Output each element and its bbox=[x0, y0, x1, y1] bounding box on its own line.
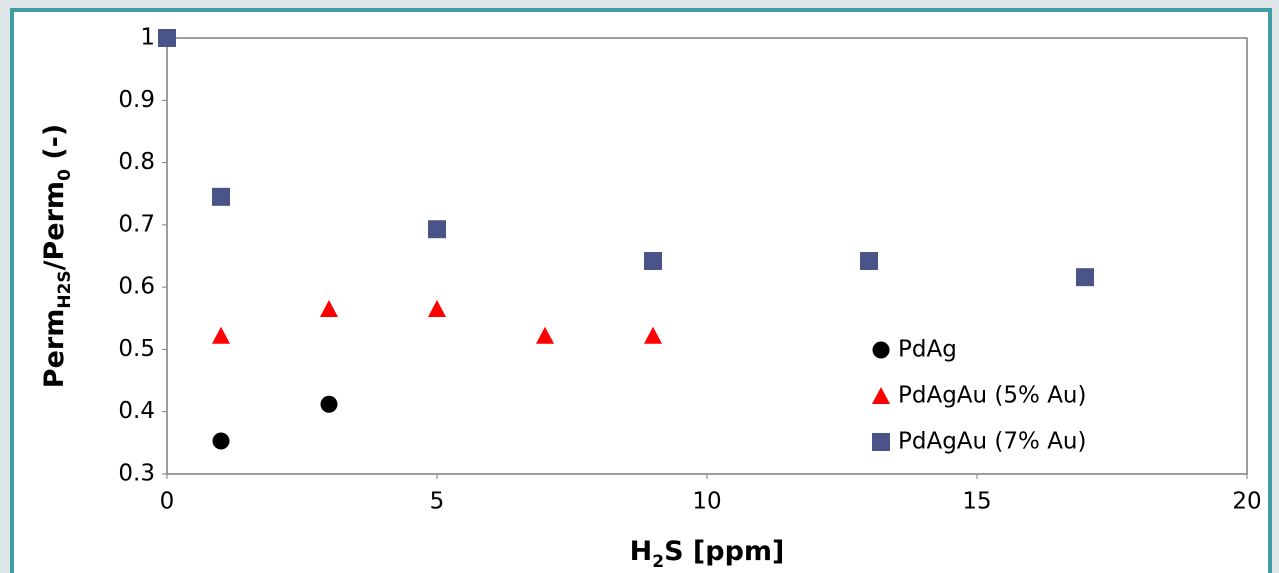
y-axis-label-part: H2S bbox=[55, 270, 75, 308]
x-tick-label: 5 bbox=[430, 489, 445, 515]
point bbox=[212, 187, 230, 206]
x-axis-label-part: H bbox=[630, 536, 653, 567]
y-tick-label: 0.9 bbox=[118, 87, 155, 113]
x-axis-label: H2S [ppm] bbox=[630, 536, 785, 573]
chart-frame bbox=[10, 8, 1272, 573]
point bbox=[536, 326, 554, 344]
legend-label: PdAgAu (7% Au) bbox=[898, 429, 1086, 455]
point bbox=[644, 326, 662, 344]
point bbox=[212, 432, 230, 450]
y-axis-label: PermH2S/Perm0 (-) bbox=[39, 124, 76, 388]
point bbox=[428, 299, 446, 317]
legend-label: PdAgAu (5% Au) bbox=[898, 383, 1086, 409]
legend-marker bbox=[872, 387, 890, 404]
x-tick-label: 10 bbox=[692, 489, 721, 515]
x-tick-label: 15 bbox=[962, 489, 991, 515]
point bbox=[644, 251, 662, 270]
x-axis-label-part: 2 bbox=[652, 552, 664, 572]
x-axis-label-part: S [ppm] bbox=[664, 536, 784, 567]
point bbox=[158, 29, 176, 47]
y-axis-label-part: /Perm bbox=[39, 181, 70, 270]
legend-marker bbox=[872, 433, 890, 451]
x-tick-label: 0 bbox=[160, 489, 175, 515]
y-tick-label: 0.7 bbox=[118, 211, 155, 237]
point bbox=[860, 251, 878, 270]
point bbox=[428, 220, 446, 239]
y-axis-label-part: 0 bbox=[55, 169, 75, 181]
x-tick-label: 20 bbox=[1232, 489, 1261, 515]
point bbox=[1076, 268, 1094, 287]
y-tick-label: 1 bbox=[140, 25, 155, 51]
y-tick-label: 0.6 bbox=[118, 274, 155, 300]
point bbox=[212, 326, 230, 344]
y-tick-label: 0.8 bbox=[118, 149, 155, 175]
y-axis-label-part: Perm bbox=[39, 309, 70, 389]
legend-label: PdAg bbox=[898, 337, 957, 363]
legend-marker bbox=[872, 341, 890, 359]
point bbox=[320, 299, 338, 317]
y-axis-label-part: (-) bbox=[39, 124, 70, 169]
y-tick-label: 0.4 bbox=[118, 398, 155, 424]
point bbox=[320, 395, 338, 413]
y-tick-label: 0.3 bbox=[118, 461, 155, 487]
y-tick-label: 0.5 bbox=[118, 336, 155, 362]
